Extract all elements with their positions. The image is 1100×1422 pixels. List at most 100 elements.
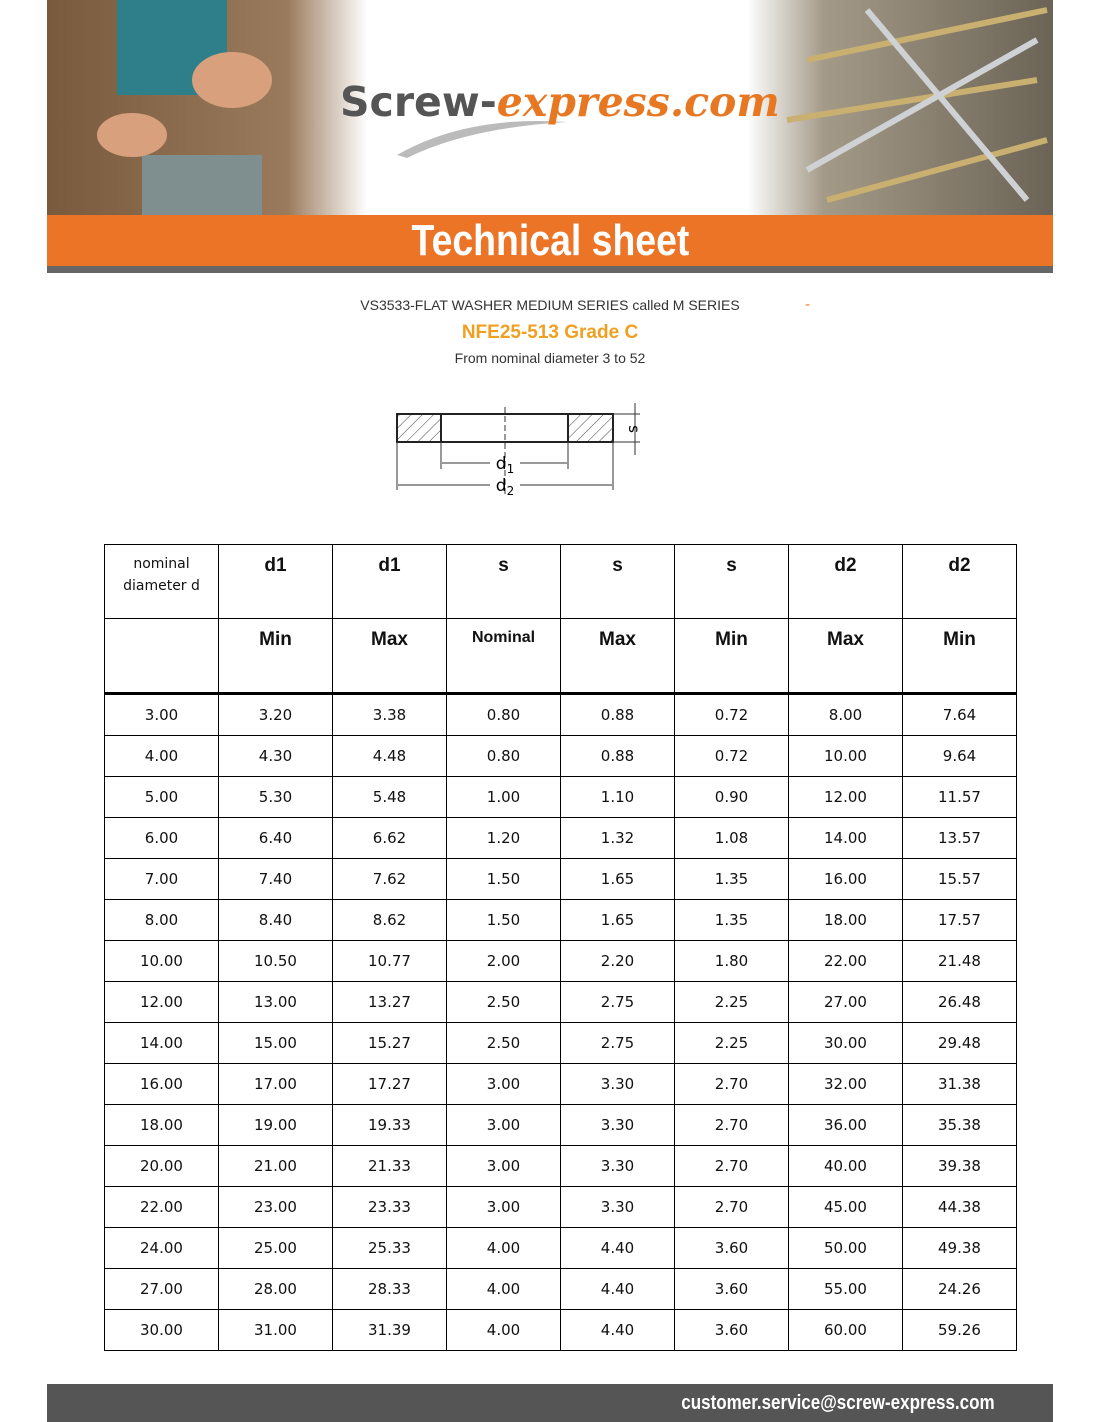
- data-cell: 44.38: [902, 1186, 1017, 1228]
- data-cell: 24.26: [902, 1268, 1017, 1310]
- data-cell: 25.33: [332, 1227, 447, 1269]
- data-cell: 3.60: [674, 1309, 789, 1351]
- data-cell: 15.27: [332, 1022, 447, 1064]
- data-cell: 16.00: [788, 858, 903, 900]
- data-cell: 14.00: [788, 817, 903, 859]
- data-cell: 4.40: [560, 1268, 675, 1310]
- data-cell: 0.80: [446, 693, 561, 736]
- data-cell: 3.00: [446, 1063, 561, 1105]
- data-cell: 10.77: [332, 940, 447, 982]
- data-cell: 27.00: [104, 1268, 219, 1310]
- data-cell: 3.30: [560, 1145, 675, 1187]
- data-cell: 4.30: [218, 735, 333, 777]
- data-cell: 32.00: [788, 1063, 903, 1105]
- data-cell: 3.38: [332, 693, 447, 736]
- data-cell: 23.33: [332, 1186, 447, 1228]
- data-cell: 3.00: [446, 1145, 561, 1187]
- hand: [97, 113, 167, 157]
- data-cell: 1.00: [446, 776, 561, 818]
- data-cell: 2.70: [674, 1104, 789, 1146]
- data-cell: 25.00: [218, 1227, 333, 1269]
- subheader-cell: Max: [788, 618, 903, 695]
- data-cell: 8.40: [218, 899, 333, 941]
- data-cell: 4.40: [560, 1227, 675, 1269]
- data-cell: 1.32: [560, 817, 675, 859]
- header-banner: [47, 0, 1053, 215]
- data-cell: 0.72: [674, 693, 789, 736]
- data-cell: 1.35: [674, 899, 789, 941]
- data-cell: 22.00: [788, 940, 903, 982]
- symbol: d: [496, 454, 507, 474]
- data-cell: 8.62: [332, 899, 447, 941]
- data-cell: 4.48: [332, 735, 447, 777]
- data-cell: 5.30: [218, 776, 333, 818]
- data-row: 30.00 31.00 31.39 4.00 4.40 3.60 60.00 59.26: [104, 1309, 1017, 1351]
- banner-bar: Technical sheet: [47, 215, 1053, 266]
- data-cell: 40.00: [788, 1145, 903, 1187]
- index: 1: [507, 462, 515, 476]
- data-cell: 3.30: [560, 1104, 675, 1146]
- data-row: 20.00 21.00 21.33 3.00 3.30 2.70 40.00 39.38: [104, 1145, 1017, 1187]
- data-cell: 10.50: [218, 940, 333, 982]
- data-cell: 17.57: [902, 899, 1017, 941]
- logo: Screw-express.com: [340, 78, 780, 126]
- data-cell: 29.48: [902, 1022, 1017, 1064]
- header-row: nominal diameter d d1 d1 s s s d2 d2: [104, 544, 1017, 619]
- data-cell: 4.00: [446, 1227, 561, 1269]
- footer: customer.service@screw-express.com: [47, 1384, 1053, 1422]
- data-cell: 31.00: [218, 1309, 333, 1351]
- header-cell: d2: [788, 544, 903, 619]
- data-cell: 3.20: [218, 693, 333, 736]
- mark: -: [805, 297, 811, 313]
- data-cell: 6.00: [104, 817, 219, 859]
- data-cell: 0.80: [446, 735, 561, 777]
- data-cell: 4.00: [104, 735, 219, 777]
- data-cell: 49.38: [902, 1227, 1017, 1269]
- header-cell: d2: [902, 544, 1017, 619]
- data-cell: 10.00: [104, 940, 219, 982]
- data-cell: 2.50: [446, 981, 561, 1023]
- data-cell: 22.00: [104, 1186, 219, 1228]
- data-cell: 17.00: [218, 1063, 333, 1105]
- data-cell: 0.88: [560, 735, 675, 777]
- data-cell: 2.25: [674, 1022, 789, 1064]
- data-cell: 17.27: [332, 1063, 447, 1105]
- data-cell: 30.00: [788, 1022, 903, 1064]
- data-cell: 4.40: [560, 1309, 675, 1351]
- hand: [192, 52, 272, 108]
- screws: [786, 7, 1048, 203]
- data-cell: 13.27: [332, 981, 447, 1023]
- subheader-cell: Min: [902, 618, 1017, 695]
- data-cell: 7.00: [104, 858, 219, 900]
- data-cell: 13.00: [218, 981, 333, 1023]
- data-cell: 5.48: [332, 776, 447, 818]
- data-cell: 19.00: [218, 1104, 333, 1146]
- blank-cell: [104, 618, 219, 695]
- data-cell: 1.10: [560, 776, 675, 818]
- data-cell: 3.00: [446, 1104, 561, 1146]
- data-cell: 15.57: [902, 858, 1017, 900]
- data-cell: 1.65: [560, 858, 675, 900]
- header-cell: d1: [218, 544, 333, 619]
- data-cell: 21.33: [332, 1145, 447, 1187]
- data-cell: 35.38: [902, 1104, 1017, 1146]
- data-cell: 13.57: [902, 817, 1017, 859]
- data-cell: 2.20: [560, 940, 675, 982]
- thickness-label: s: [625, 425, 643, 433]
- data-cell: 1.50: [446, 899, 561, 941]
- header-cell: s: [446, 544, 561, 619]
- data-cell: 23.00: [218, 1186, 333, 1228]
- data-cell: 6.62: [332, 817, 447, 859]
- data-cell: 24.00: [104, 1227, 219, 1269]
- data-cell: 20.00: [104, 1145, 219, 1187]
- data-cell: 2.70: [674, 1186, 789, 1228]
- email: customer.service@screw-express.com: [681, 1392, 995, 1414]
- data-row: 8.00 8.40 8.62 1.50 1.65 1.35 18.00 17.57: [104, 899, 1017, 941]
- header-cell: s: [560, 544, 675, 619]
- data-cell: 3.00: [446, 1186, 561, 1228]
- data-cell: 31.39: [332, 1309, 447, 1351]
- data-cell: 2.25: [674, 981, 789, 1023]
- data-cell: 0.72: [674, 735, 789, 777]
- screws: [805, 8, 1039, 202]
